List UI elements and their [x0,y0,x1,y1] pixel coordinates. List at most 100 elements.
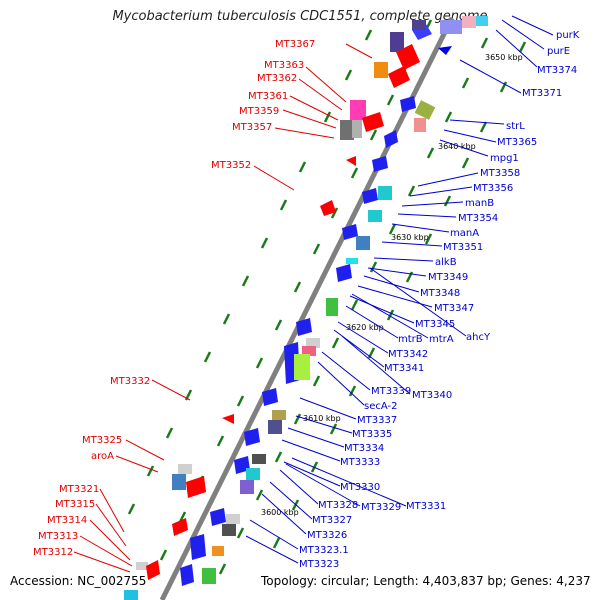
gene-label-MT3328[interactable]: MT3328 [318,500,358,511]
gene-box[interactable] [414,100,436,120]
gene-label-MT3333[interactable]: MT3333 [340,457,380,468]
gene-label-MT3337[interactable]: MT3337 [357,415,397,426]
gene-box[interactable] [246,468,260,480]
gene-label-mtrA[interactable]: mtrA [429,334,454,345]
gene-arrow[interactable] [336,264,352,282]
gene-arrow[interactable] [384,130,398,148]
gene-box[interactable] [212,546,224,556]
gene-arrow[interactable] [262,388,278,406]
gene-arrow[interactable] [346,156,356,166]
gene-label-alkB[interactable]: alkB [435,257,457,268]
gene-box[interactable] [272,410,286,420]
gene-label-MT3371[interactable]: MT3371 [522,88,562,99]
gene-label-purE[interactable]: purE [547,46,570,57]
gene-arrow[interactable] [362,188,378,204]
gene-label-MT3342[interactable]: MT3342 [388,349,428,360]
gene-label-strL[interactable]: strL [506,121,525,132]
gene-label-MT3361[interactable]: MT3361 [248,91,288,102]
gene-arrow[interactable] [388,66,410,88]
gene-label-aroA[interactable]: aroA [91,451,114,462]
gene-box[interactable] [202,568,216,584]
gene-label-MT3348[interactable]: MT3348 [420,288,460,299]
gene-label-MT3312[interactable]: MT3312 [33,547,73,558]
gene-arrow[interactable] [372,156,388,172]
gene-box[interactable] [294,354,310,380]
gene-arrow[interactable] [296,318,312,336]
gene-box[interactable] [302,346,316,356]
gene-box[interactable] [374,62,388,78]
gene-label-manA[interactable]: manA [450,228,479,239]
gene-box[interactable] [306,338,320,348]
gene-label-MT3351[interactable]: MT3351 [443,242,483,253]
gene-box[interactable] [240,480,254,494]
gene-label-mpg1[interactable]: mpg1 [490,153,519,164]
gene-box[interactable] [378,186,392,200]
gene-label-MT3325[interactable]: MT3325 [82,435,122,446]
gene-box[interactable] [414,118,426,132]
gene-arrow[interactable] [320,200,336,216]
gene-box[interactable] [368,210,382,222]
gene-arrow[interactable] [180,564,194,586]
gene-box[interactable] [172,474,186,490]
gene-label-MT3323[interactable]: MT3323 [299,559,339,570]
gene-label-MT3341[interactable]: MT3341 [384,363,424,374]
gene-label-MT3313[interactable]: MT3313 [38,531,78,542]
gene-box[interactable] [136,562,148,570]
gene-label-MT3331[interactable]: MT3331 [406,501,446,512]
gene-arrow[interactable] [400,96,416,112]
gene-label-MT3363[interactable]: MT3363 [264,60,304,71]
gene-box[interactable] [390,32,404,52]
gene-label-secA-2[interactable]: secA-2 [364,401,397,412]
gene-box[interactable] [476,16,488,26]
gene-label-MT3327[interactable]: MT3327 [312,515,352,526]
gene-box[interactable] [412,20,426,30]
gene-box[interactable] [124,590,138,600]
gene-label-ahcY[interactable]: ahcY [466,332,491,343]
gene-label-MT3365[interactable]: MT3365 [497,137,537,148]
gene-arrow[interactable] [362,112,384,132]
gene-label-MT3362[interactable]: MT3362 [257,73,297,84]
gene-label-MT3374[interactable]: MT3374 [537,65,577,76]
gene-label-MT3367[interactable]: MT3367 [275,39,315,50]
gene-label-MT3345[interactable]: MT3345 [415,319,455,330]
gene-box[interactable] [462,16,476,28]
gene-arrow[interactable] [342,224,358,240]
gene-label-MT3339[interactable]: MT3339 [371,386,411,397]
gene-box[interactable] [340,120,354,140]
gene-label-MT3332[interactable]: MT3332 [110,376,150,387]
gene-label-MT3349[interactable]: MT3349 [428,272,468,283]
gene-label-MT3347[interactable]: MT3347 [434,303,474,314]
gene-box[interactable] [178,464,192,474]
gene-label-MT3314[interactable]: MT3314 [47,515,87,526]
gene-arrow[interactable] [146,560,160,580]
gene-box[interactable] [268,420,282,434]
gene-label-MT3321[interactable]: MT3321 [59,484,99,495]
gene-label-MT3356[interactable]: MT3356 [473,183,513,194]
gene-arrow[interactable] [186,476,206,498]
gene-label-MT3352[interactable]: MT3352 [211,160,251,171]
gene-arrow[interactable] [210,508,226,526]
gene-arrow[interactable] [438,46,452,55]
gene-label-MT3334[interactable]: MT3334 [344,443,384,454]
gene-box[interactable] [252,454,266,464]
gene-arrow[interactable] [222,414,234,424]
gene-label-MT3326[interactable]: MT3326 [307,530,347,541]
gene-box[interactable] [326,298,338,316]
gene-label-mtrB[interactable]: mtrB [398,334,423,345]
gene-box[interactable] [222,524,236,536]
gene-box[interactable] [356,236,370,250]
gene-label-MT3354[interactable]: MT3354 [458,213,498,224]
gene-label-manB[interactable]: manB [465,198,494,209]
gene-label-MT3358[interactable]: MT3358 [480,168,520,179]
gene-label-MT3340[interactable]: MT3340 [412,390,452,401]
gene-label-MT3330[interactable]: MT3330 [340,482,380,493]
gene-label-MT3335[interactable]: MT3335 [352,429,392,440]
gene-box[interactable] [352,120,362,138]
gene-label-MT3359[interactable]: MT3359 [239,106,279,117]
gene-box[interactable] [350,100,366,120]
gene-box[interactable] [226,514,240,524]
gene-arrow[interactable] [190,534,206,560]
gene-arrow[interactable] [244,428,260,446]
gene-box[interactable] [346,258,358,264]
gene-box[interactable] [440,20,462,34]
